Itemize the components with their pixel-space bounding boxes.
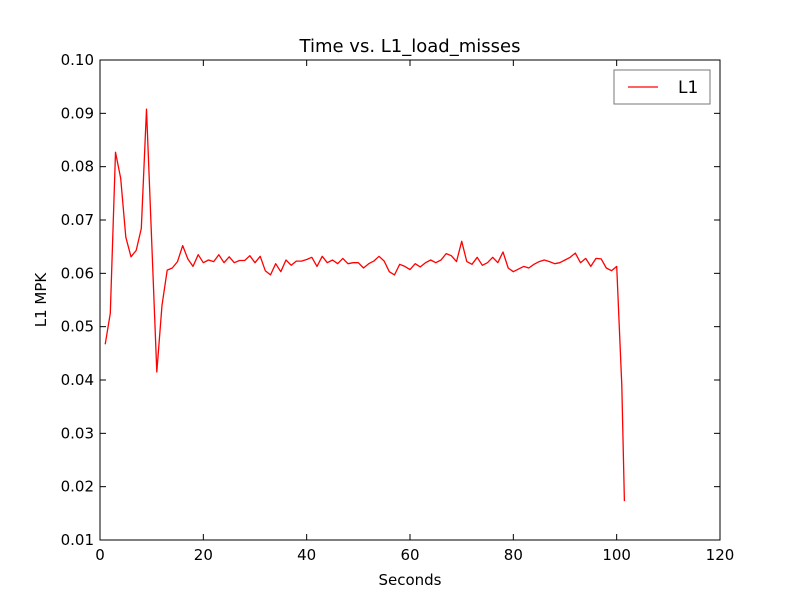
- y-tick-label: 0.09: [61, 104, 94, 122]
- y-tick-label: 0.04: [61, 371, 94, 389]
- y-axis-label: L1 MPK: [32, 272, 50, 328]
- y-tick-label: 0.01: [61, 531, 94, 549]
- x-tick-label: 40: [297, 546, 316, 564]
- y-tick-label: 0.10: [61, 51, 94, 69]
- plot-frame: [99, 59, 721, 541]
- x-tick-label: 0: [95, 546, 105, 564]
- series-layer: [104, 108, 626, 502]
- x-tick-label: 80: [504, 546, 523, 564]
- x-axis-label: Seconds: [378, 571, 441, 589]
- x-tick-label: 100: [602, 546, 631, 564]
- legend-label-l1: L1: [678, 78, 698, 98]
- plot-area: 0 20 40 60 80 100 120 0.01 0.02 0.03 0.04 0.05 0.06…: [61, 51, 735, 564]
- chart-title: Time vs. L1_load_misses: [299, 36, 521, 57]
- y-tick-label: 0.02: [61, 478, 94, 496]
- x-tick-label: 60: [400, 546, 419, 564]
- y-tick-label: 0.06: [61, 264, 94, 282]
- series-line-l1: [104, 108, 626, 502]
- x-tick-label: 120: [706, 546, 735, 564]
- y-tick-label: 0.05: [61, 318, 94, 336]
- x-tick-label: 20: [194, 546, 213, 564]
- y-axis-ticks: 0.01 0.02 0.03 0.04 0.05 0.06 0.07 0.08 0.09 0.10: [61, 51, 720, 549]
- y-tick-label: 0.03: [61, 424, 94, 442]
- legend: L1: [613, 69, 711, 105]
- x-axis-ticks: 0 20 40 60 80 100 120: [95, 60, 734, 564]
- y-tick-label: 0.07: [61, 211, 94, 229]
- y-tick-label: 0.08: [61, 158, 94, 176]
